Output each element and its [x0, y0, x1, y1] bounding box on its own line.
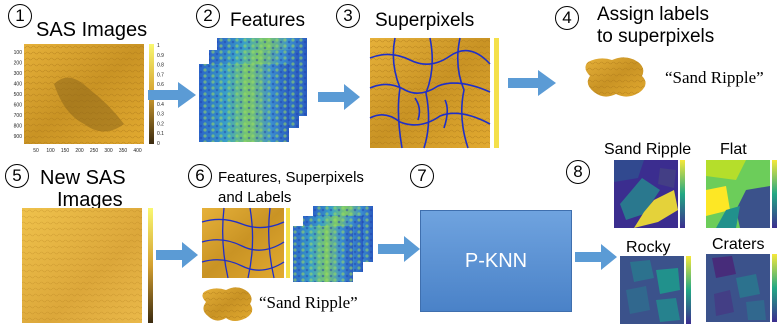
step-5-badge: 5: [5, 164, 29, 188]
map-title-craters: Craters: [712, 236, 765, 253]
arrow-1-icon: [148, 82, 196, 108]
colorbar-tick-label: 0.9: [157, 53, 164, 59]
step-5-title-line1: New SAS: [40, 167, 126, 189]
step-3-badge: 3: [336, 4, 360, 28]
feature-stack: [199, 38, 307, 142]
map-title-sand-ripple: Sand Ripple: [604, 141, 692, 158]
step-4-badge: 4: [555, 6, 579, 30]
superpixel-image-small: [201, 207, 290, 279]
sas-image-1: 100 200 300 400 500 600 700 800 900 50 100 150 200 2…: [14, 43, 165, 154]
confidence-map-sand-ripple: [614, 160, 685, 228]
x-tick-label: 200: [75, 148, 84, 154]
map-title-flat: Flat: [720, 141, 747, 158]
colorbar-tick-label: 0.7: [157, 72, 164, 78]
superpixel-image: [369, 37, 499, 149]
sas-image-1-yticks: 100 200 300 400 500 600 700 800 900: [14, 50, 23, 140]
arrow-3-icon: [508, 70, 556, 96]
colorbar-tick-label: 0: [157, 141, 160, 147]
pknn-box: P-KNN: [420, 210, 572, 312]
feature-stack-small: [293, 206, 373, 282]
arrow-5-icon: [156, 242, 198, 268]
colorbar-tick-label: 0.2: [157, 121, 164, 127]
y-tick-label: 500: [14, 92, 23, 98]
step-6-title-line2: and Labels: [218, 189, 292, 206]
x-tick-label: 350: [119, 148, 128, 154]
step-2-title: Features: [230, 10, 305, 31]
sas-image-1-xticks: 50 100 150 200 250 300 350 400: [33, 148, 142, 154]
arrow-6-icon: [378, 236, 420, 262]
sand-ripple-patch-2: [202, 287, 253, 321]
step-8-badge: 8: [566, 160, 590, 184]
colorbar-tick-label: 0.8: [157, 63, 164, 69]
step-7-badge: 7: [410, 164, 434, 188]
map-title-rocky: Rocky: [626, 239, 671, 256]
confidence-map-rocky: [620, 256, 691, 324]
y-tick-label: 900: [14, 134, 23, 140]
colorbar-tick-label: 0.6: [157, 82, 164, 88]
x-tick-label: 50: [33, 148, 39, 154]
x-tick-label: 300: [104, 148, 113, 154]
y-tick-label: 300: [14, 71, 23, 77]
y-tick-label: 600: [14, 103, 23, 109]
step-5-title-line2: Images: [57, 189, 123, 211]
y-tick-label: 700: [14, 113, 23, 119]
arrow-2-icon: [318, 84, 360, 110]
y-tick-label: 400: [14, 82, 23, 88]
y-tick-label: 800: [14, 124, 23, 130]
step-1-badge: 1: [8, 4, 32, 28]
step-6-example-label: “Sand Ripple”: [259, 293, 358, 312]
sand-ripple-patch-1: [585, 57, 646, 97]
x-tick-label: 250: [90, 148, 99, 154]
step-6-badge: 6: [188, 164, 212, 188]
colorbar-tick-label: 0.4: [157, 102, 164, 108]
colorbar-tick-label: 1: [157, 43, 160, 49]
step-1-title: SAS Images: [36, 19, 148, 41]
step-4-title-line2: to superpixels: [597, 26, 715, 47]
x-tick-label: 150: [61, 148, 70, 154]
y-tick-label: 200: [14, 61, 23, 67]
confidence-map-flat: [706, 160, 777, 228]
arrow-7-icon: [575, 244, 617, 270]
x-tick-label: 100: [46, 148, 55, 154]
step-4-title-line1: Assign labels: [597, 4, 709, 25]
colorbar-tick-label: 0.1: [157, 131, 164, 137]
step-3-title: Superpixels: [375, 10, 475, 31]
step-6-title-line1: Features, Superpixels: [218, 169, 364, 186]
step-4-example-label: “Sand Ripple”: [665, 68, 764, 87]
y-tick-label: 100: [14, 50, 23, 56]
sas-image-2: [22, 208, 153, 323]
step-2-badge: 2: [196, 4, 220, 28]
confidence-map-craters: [706, 254, 777, 322]
colorbar-tick-label: 0.3: [157, 112, 164, 118]
x-tick-label: 400: [133, 148, 142, 154]
